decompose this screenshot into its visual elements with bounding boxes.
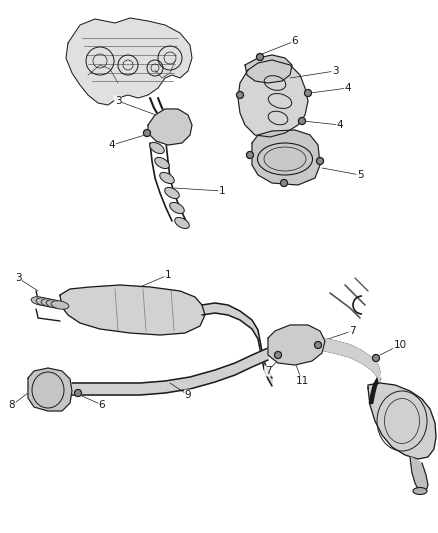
Circle shape	[257, 53, 264, 61]
Polygon shape	[268, 325, 325, 365]
Polygon shape	[148, 109, 192, 145]
Ellipse shape	[46, 300, 64, 308]
Polygon shape	[252, 130, 320, 185]
Ellipse shape	[170, 203, 184, 214]
Circle shape	[314, 342, 321, 349]
Polygon shape	[245, 55, 292, 83]
Circle shape	[280, 180, 287, 187]
Circle shape	[372, 354, 379, 361]
Text: 9: 9	[185, 390, 191, 400]
Text: 4: 4	[109, 140, 115, 150]
Circle shape	[304, 90, 311, 96]
Polygon shape	[28, 368, 72, 411]
Polygon shape	[60, 285, 205, 335]
Circle shape	[275, 351, 282, 359]
Text: 6: 6	[99, 400, 105, 410]
Ellipse shape	[155, 157, 169, 168]
Text: 3: 3	[115, 96, 121, 106]
Ellipse shape	[175, 217, 189, 229]
Ellipse shape	[36, 298, 54, 306]
Text: 4: 4	[337, 120, 343, 130]
Text: 7: 7	[349, 326, 355, 336]
Text: 4: 4	[345, 83, 351, 93]
Ellipse shape	[31, 297, 49, 305]
Circle shape	[299, 117, 305, 125]
Text: 10: 10	[393, 340, 406, 350]
Polygon shape	[238, 60, 308, 137]
Ellipse shape	[51, 301, 69, 309]
Polygon shape	[410, 457, 428, 493]
Ellipse shape	[413, 488, 427, 495]
Text: 7: 7	[265, 366, 271, 376]
Circle shape	[74, 390, 81, 397]
Text: 5: 5	[357, 170, 363, 180]
Ellipse shape	[41, 299, 59, 307]
Polygon shape	[368, 383, 436, 459]
Circle shape	[237, 92, 244, 99]
Circle shape	[317, 157, 324, 165]
Text: 11: 11	[295, 376, 309, 386]
Circle shape	[247, 151, 254, 158]
Ellipse shape	[160, 172, 174, 183]
Circle shape	[144, 130, 151, 136]
Ellipse shape	[165, 188, 179, 199]
Polygon shape	[202, 303, 272, 386]
Text: 3: 3	[15, 273, 21, 283]
Polygon shape	[322, 338, 380, 385]
Text: 3: 3	[332, 66, 338, 76]
Text: 6: 6	[292, 36, 298, 46]
Text: 1: 1	[165, 270, 171, 280]
Polygon shape	[72, 348, 268, 395]
Polygon shape	[66, 18, 192, 105]
Text: 1: 1	[219, 186, 225, 196]
Ellipse shape	[150, 142, 164, 154]
Text: 8: 8	[9, 400, 15, 410]
